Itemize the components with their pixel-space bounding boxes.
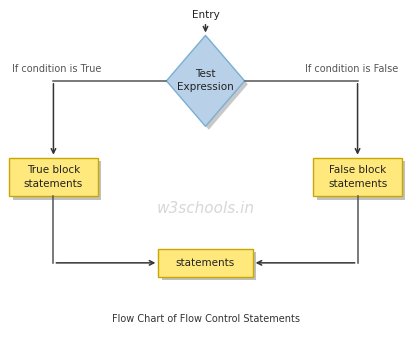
Text: Test
Expression: Test Expression bbox=[177, 69, 234, 92]
FancyBboxPatch shape bbox=[158, 249, 253, 277]
FancyBboxPatch shape bbox=[13, 161, 101, 200]
Text: statements: statements bbox=[176, 258, 235, 268]
Text: Flow Chart of Flow Control Statements: Flow Chart of Flow Control Statements bbox=[111, 313, 300, 324]
Text: If condition is True: If condition is True bbox=[12, 64, 102, 74]
Text: Entry: Entry bbox=[192, 10, 219, 20]
FancyBboxPatch shape bbox=[317, 161, 405, 200]
Polygon shape bbox=[170, 39, 248, 130]
FancyBboxPatch shape bbox=[9, 158, 98, 196]
Text: False block
statements: False block statements bbox=[328, 165, 387, 188]
Text: If condition is False: If condition is False bbox=[305, 64, 399, 74]
FancyBboxPatch shape bbox=[313, 158, 402, 196]
Polygon shape bbox=[166, 35, 245, 126]
Text: w3schools.in: w3schools.in bbox=[157, 202, 254, 216]
Text: True block
statements: True block statements bbox=[24, 165, 83, 188]
FancyBboxPatch shape bbox=[162, 252, 256, 280]
